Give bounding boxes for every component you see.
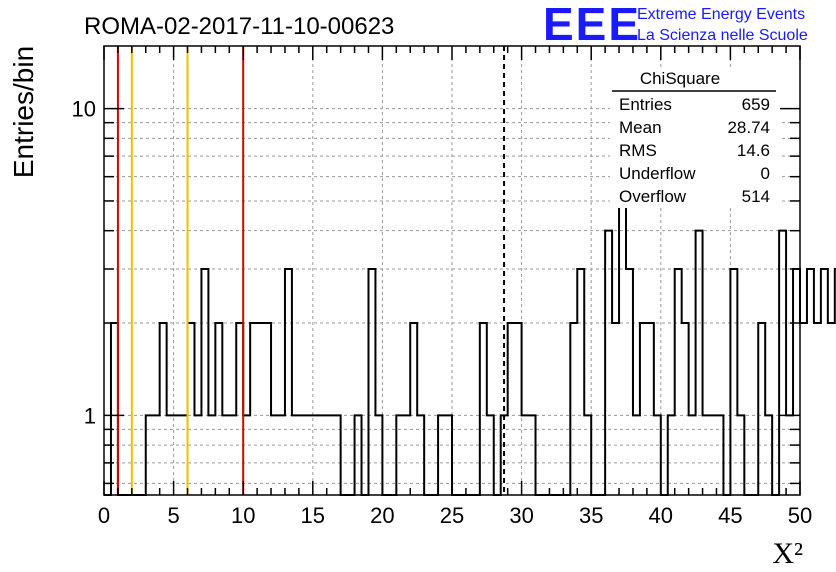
stats-value-underflow: 0 (761, 164, 770, 183)
stats-value-overflow: 514 (742, 187, 770, 206)
y-tick-label: 10 (72, 97, 96, 122)
logo-line-1: Extreme Energy Events (637, 6, 805, 23)
chart-title: ROMA-02-2017-11-10-00623 (84, 13, 394, 40)
vertical-lines (116, 46, 506, 495)
stats-value-mean: 28.74 (727, 118, 770, 137)
x-tick-label: 30 (509, 503, 533, 528)
logo-mark: EEE (543, 0, 641, 50)
stats-box: ChiSquare Entries 659 Mean 28.74 RMS 14.… (610, 68, 780, 208)
stats-label-mean: Mean (619, 118, 662, 137)
stats-label-overflow: Overflow (619, 187, 687, 206)
stats-label-entries: Entries (619, 95, 672, 114)
y-tick-label: 1 (84, 403, 96, 428)
stats-value-entries: 659 (742, 95, 770, 114)
x-tick-label: 50 (788, 503, 812, 528)
x-tick-label: 45 (718, 503, 742, 528)
x-tick-label: 25 (440, 503, 464, 528)
x-tick-label: 5 (167, 503, 179, 528)
stats-label-rms: RMS (619, 141, 657, 160)
stats-label-underflow: Underflow (619, 164, 696, 183)
x-tick-label: 35 (579, 503, 603, 528)
x-tick-label: 10 (231, 503, 255, 528)
eee-logo: EEE Extreme Energy Events La Scienza nel… (543, 0, 808, 50)
x-tick-label: 40 (649, 503, 673, 528)
x-tick-label: 0 (98, 503, 110, 528)
stats-title: ChiSquare (640, 69, 720, 88)
x-axis-label: X² (772, 537, 803, 570)
axis-ticks (103, 46, 801, 495)
tick-labels: 0 5 10 15 20 25 30 35 40 45 50 1 10 (72, 97, 813, 528)
x-tick-label: 15 (301, 503, 325, 528)
y-axis-label: Entries/bin (8, 46, 39, 178)
stats-value-rms: 14.6 (737, 141, 770, 160)
x-tick-label: 20 (370, 503, 394, 528)
logo-line-2: La Scienza nelle Scuole (637, 27, 808, 44)
